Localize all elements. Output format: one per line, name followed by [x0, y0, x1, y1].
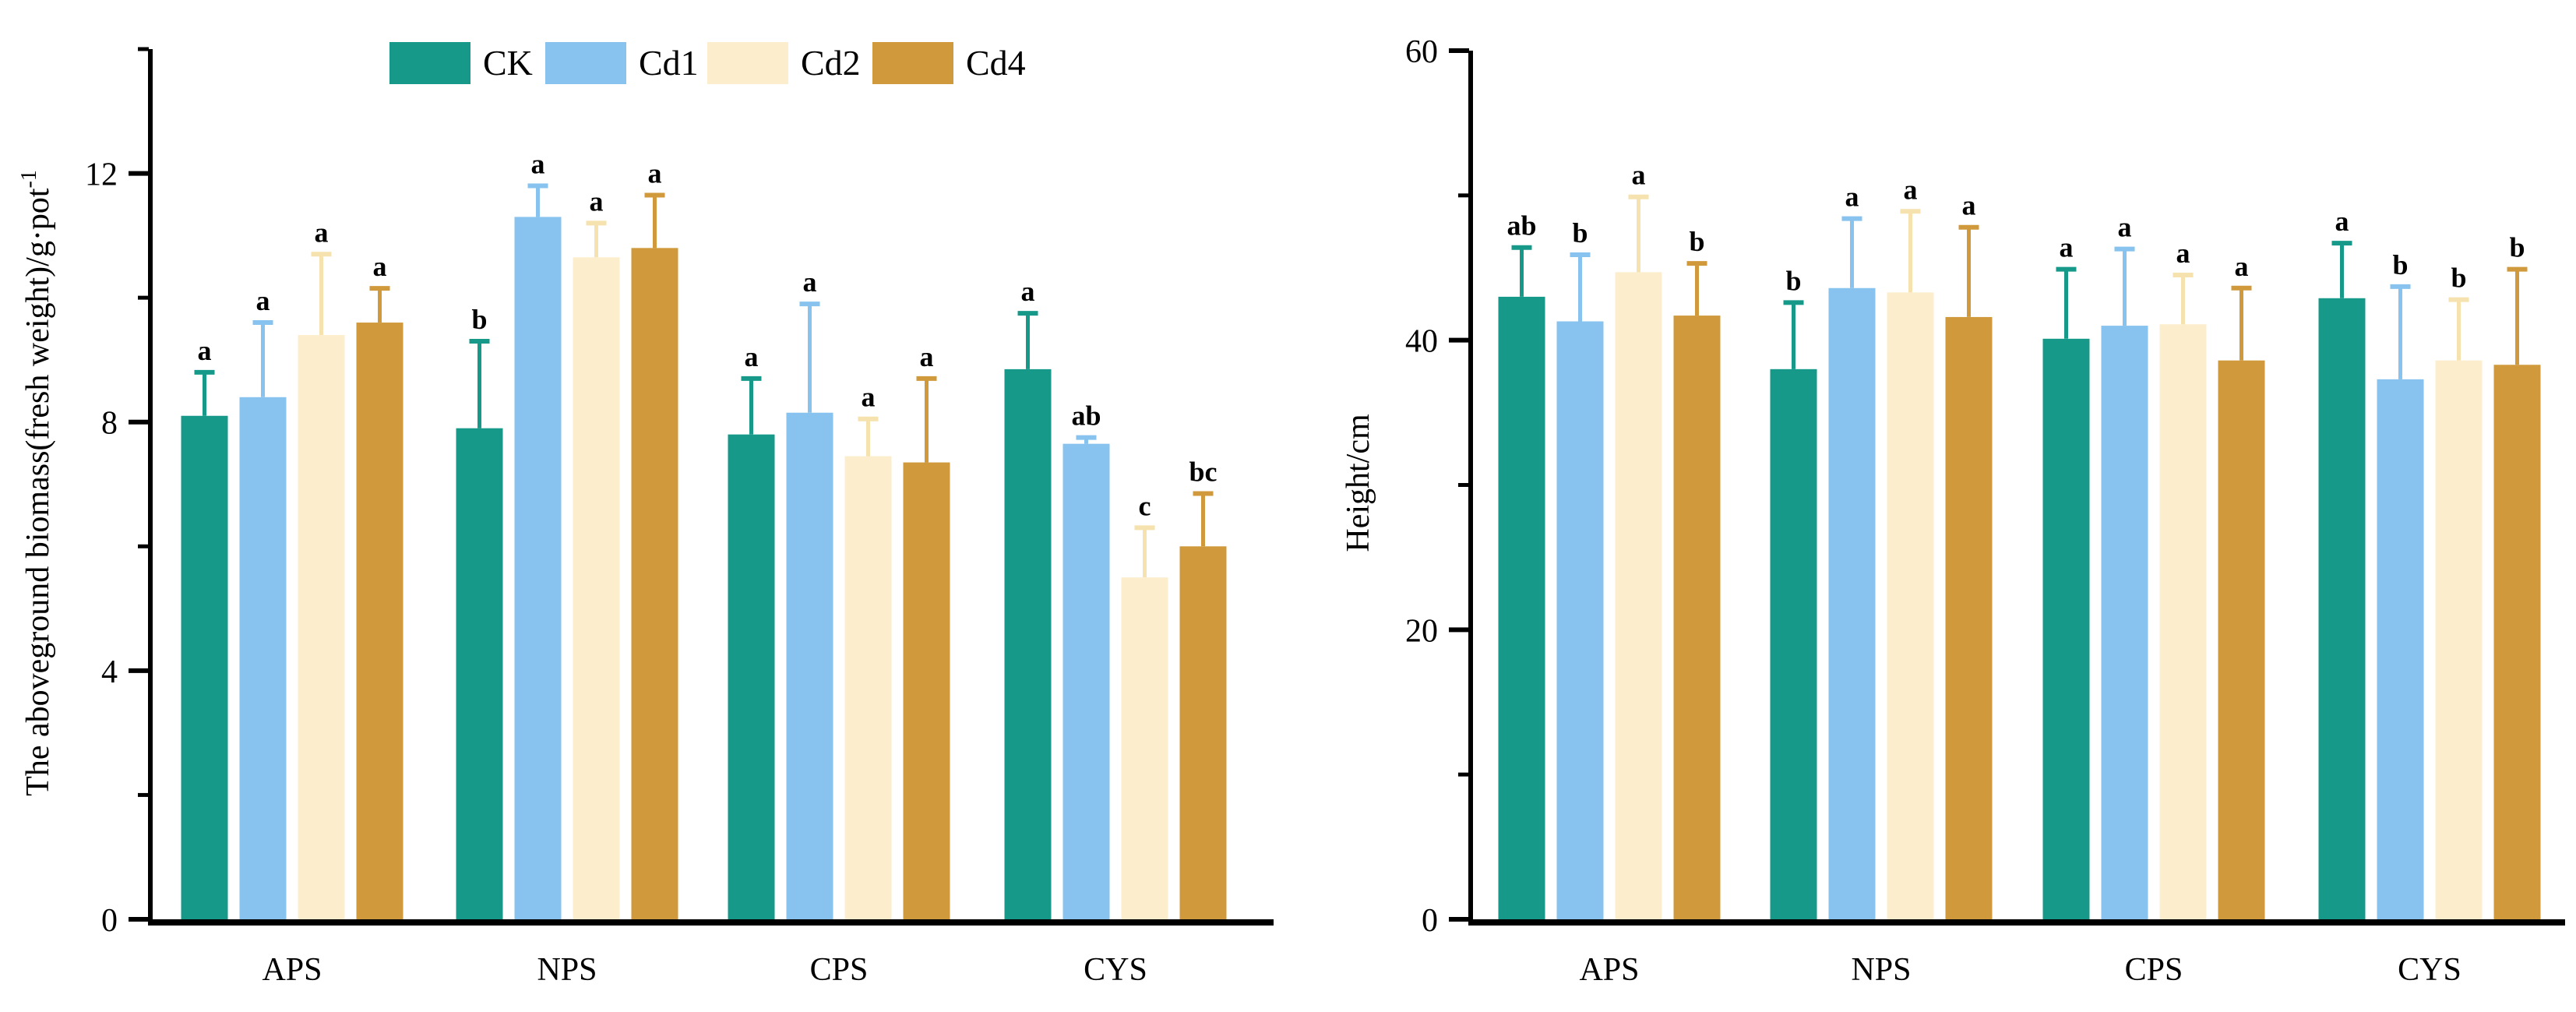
bar-ck-cps [728, 434, 775, 922]
bar-cd1-aps [239, 397, 287, 922]
bar-cd4-aps [1673, 316, 1721, 922]
bar-cd1-cys [2377, 379, 2424, 922]
significance-letter: a [2060, 232, 2074, 263]
significance-letter: ab [1071, 400, 1101, 432]
bar-cd2-cys [1121, 577, 1168, 922]
significance-letter: a [531, 149, 545, 180]
legend-label-cd2: Cd2 [801, 43, 861, 83]
y-axis-title: Height/cm [1341, 414, 1376, 552]
y-tick-label: 0 [1422, 903, 1438, 939]
significance-letter: a [745, 341, 759, 372]
legend-swatch-ck-icon [389, 42, 470, 84]
bar-ck-cps [2042, 338, 2090, 922]
bar-cd1-cys [1062, 443, 1110, 922]
legend-swatch-cd4-icon [872, 42, 953, 84]
bar-ck-aps [181, 415, 228, 922]
significance-letter: ab [1506, 210, 1536, 242]
bar-cd4-cps [2218, 360, 2265, 922]
legend-item-ck: CK [389, 42, 533, 84]
bar-ck-nps [456, 428, 503, 922]
significance-letter: a [373, 251, 387, 282]
significance-letter: a [1904, 174, 1918, 205]
bar-cd2-cps [844, 456, 892, 922]
significance-letter: b [1572, 217, 1588, 249]
bar-cd2-cys [2435, 360, 2483, 922]
significance-letter: a [1021, 276, 1035, 307]
significance-letter: a [2335, 206, 2349, 237]
significance-letter: b [1785, 265, 1801, 296]
significance-letter: a [803, 266, 817, 298]
bar-ck-cys [2318, 298, 2366, 922]
significance-letter: a [2118, 212, 2132, 243]
significance-letter: b [2392, 249, 2408, 280]
bar-cd1-nps [1828, 287, 1876, 922]
legend-item-cd1: Cd1 [545, 42, 699, 84]
legend-swatch-cd1-icon [545, 42, 626, 84]
bar-cd4-aps [356, 323, 403, 922]
bar-cd1-cps [786, 412, 833, 922]
y-tick-label: 40 [1405, 324, 1438, 360]
significance-letter: a [2176, 238, 2190, 269]
significance-letter: a [648, 157, 662, 189]
significance-letter: b [1689, 226, 1704, 257]
y-tick-label: 4 [101, 654, 118, 690]
bar-cd2-nps [1887, 292, 1934, 922]
significance-letter: a [198, 335, 212, 366]
y-tick-label: 20 [1405, 613, 1438, 649]
bar-ck-aps [1498, 296, 1545, 923]
bar-ck-nps [1770, 368, 1817, 922]
bar-cd2-cps [2159, 324, 2207, 923]
x-tick-label: APS [1579, 952, 1639, 988]
bar-cd2-aps [1615, 272, 1662, 922]
bar-cd1-aps [1556, 321, 1604, 923]
bar-cd4-nps [631, 248, 678, 922]
y-tick-label: 60 [1405, 34, 1438, 70]
legend-swatch-cd2-icon [707, 42, 788, 84]
significance-letter: c [1139, 490, 1151, 521]
legend-label-cd1: Cd1 [639, 43, 699, 83]
legend-item-cd2: Cd2 [707, 42, 861, 84]
significance-letter: a [1962, 190, 1976, 221]
significance-letter: b [471, 304, 487, 335]
y-tick-label: 8 [101, 406, 118, 442]
bar-cd4-cps [903, 462, 950, 922]
significance-letter: a [590, 185, 604, 217]
significance-letter: a [256, 285, 270, 316]
significance-letter: b [2509, 232, 2525, 263]
x-tick-label: CPS [2125, 952, 2183, 988]
legend-label-ck: CK [483, 43, 533, 83]
x-tick-label: NPS [1851, 952, 1911, 988]
x-tick-label: APS [262, 952, 322, 988]
x-tick-label: NPS [537, 952, 597, 988]
bar-cd4-cys [1179, 546, 1227, 922]
x-tick-label: CYS [1084, 952, 1147, 988]
bar-ck-cys [1004, 368, 1052, 922]
y-axis-title: The aboveground biomass(fresh weight)/g·… [17, 170, 56, 796]
x-tick-label: CPS [810, 952, 869, 988]
significance-letter: bc [1189, 456, 1218, 487]
significance-letter: a [862, 382, 876, 413]
significance-letter: a [315, 217, 329, 248]
significance-letter: a [920, 341, 934, 372]
legend-label-cd4: Cd4 [966, 43, 1026, 83]
significance-letter: a [2235, 251, 2249, 282]
significance-letter: b [2451, 263, 2466, 294]
y-tick-label: 12 [85, 157, 118, 193]
bar-cd2-aps [298, 335, 345, 922]
x-tick-label: CYS [2398, 952, 2461, 988]
bar-cd1-cps [2101, 326, 2148, 922]
bar-cd2-nps [573, 257, 620, 923]
legend-item-cd4: Cd4 [872, 42, 1026, 84]
bar-cd1-nps [514, 217, 562, 923]
significance-letter: a [1845, 182, 1859, 213]
y-tick-label: 0 [101, 903, 118, 939]
significance-letter: a [1632, 160, 1646, 191]
bar-cd4-cys [2493, 365, 2541, 923]
bar-cd4-nps [1945, 316, 1993, 922]
